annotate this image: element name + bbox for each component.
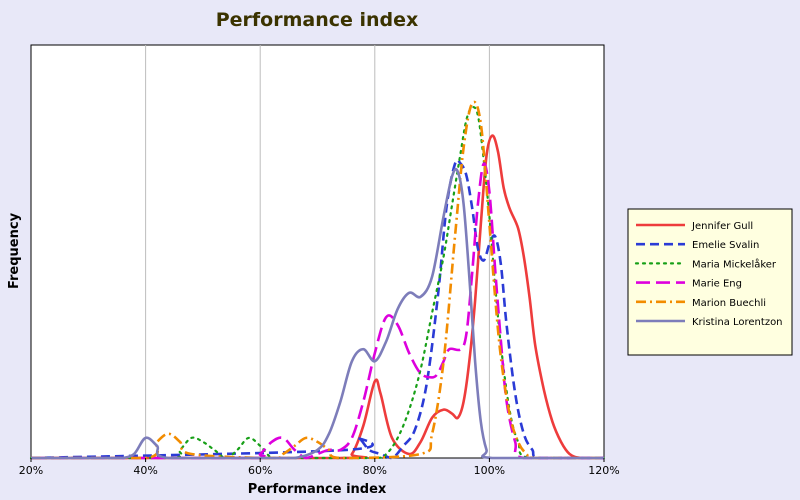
legend-item-label: Marie Eng <box>692 279 742 290</box>
y-axis-label: Frequency <box>7 212 22 289</box>
legend-item-label: Marion Buechli <box>692 298 766 309</box>
x-tick-label: 120% <box>588 464 619 477</box>
x-axis-ticks: 20% 40% 60% 80% 100% 120% <box>19 458 620 477</box>
series-line <box>30 162 604 460</box>
x-tick-label: 100% <box>474 464 505 477</box>
series-line <box>30 167 604 460</box>
legend-item-label: Kristina Lorentzon <box>692 317 783 328</box>
grid-lines <box>145 45 490 458</box>
series-line <box>30 158 604 460</box>
legend-item-label: Jennifer Gull <box>691 221 753 232</box>
x-tick-label: 40% <box>133 464 157 477</box>
x-tick-label: 60% <box>248 464 272 477</box>
legend-box <box>627 208 793 356</box>
legend-item-label: Maria Mickelåker <box>692 257 777 270</box>
x-tick-label: 20% <box>19 464 43 477</box>
series-lines <box>29 100 606 460</box>
series-line <box>30 134 604 460</box>
legend: Jennifer Gull Emelie Svalin Maria Mickelåk… <box>627 208 793 356</box>
x-tick-label: 80% <box>363 464 387 477</box>
chart-title: Performance index <box>216 9 419 31</box>
series-line <box>30 100 604 460</box>
x-axis-label: Performance index <box>248 482 387 497</box>
legend-item-label: Emelie Svalin <box>692 240 759 251</box>
plot-area <box>30 44 605 459</box>
